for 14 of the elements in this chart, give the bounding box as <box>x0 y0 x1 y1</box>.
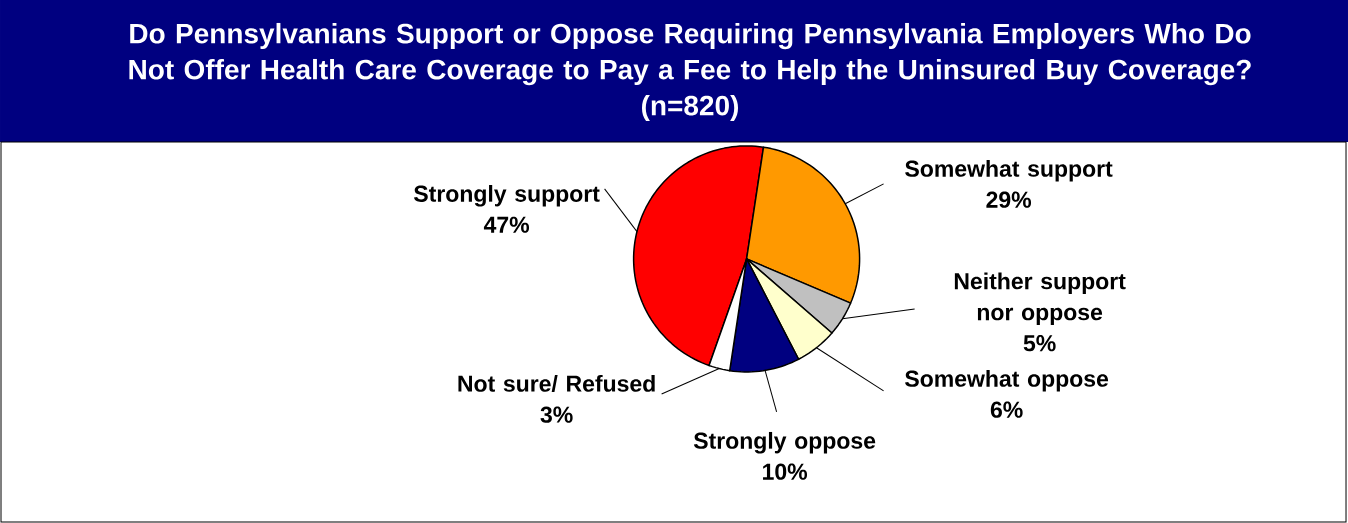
data-label: 5% <box>1023 335 1056 352</box>
data-label: 6% <box>990 401 1023 418</box>
slice-label: Strongly support <box>413 184 600 207</box>
data-label: 29% <box>986 191 1032 208</box>
slice-label: Not sure/ Refused <box>458 374 655 393</box>
data-label: 10% <box>763 463 808 480</box>
data-label: 3% <box>540 406 573 423</box>
slice-label: Somewhat support <box>905 159 1113 182</box>
slice-label: Somewhat oppose <box>905 369 1109 392</box>
chart-title: Do Pennsylvanians Support or Oppose Requiring Pennsylvania Employers Who Do Not Offer Health Care Coverage to Pay a Fee to Help the Uninsured Buy Coverage? <box>129 22 1251 86</box>
slice-label: Strongly oppose <box>693 431 876 454</box>
data-label: 47% <box>483 216 530 233</box>
chart-subtitle: (n=820) <box>641 94 739 122</box>
legend-label: Neither support nor oppose <box>954 272 1126 325</box>
